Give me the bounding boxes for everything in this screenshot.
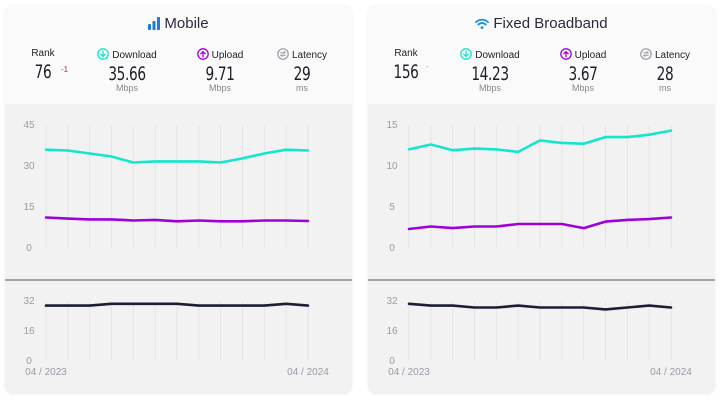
fixed-charts: 0 5 10 15 0 16 32 04 / 2023 04 / 2024: [368, 120, 715, 378]
rank-value: 156: [393, 61, 419, 83]
fixed-summary: Fixed Broadband Rank 156 - Download 14.2…: [368, 6, 715, 104]
latency-stat: Latency 29 ms: [267, 48, 337, 93]
upload-stat: Upload 9.71 Mbps: [185, 48, 255, 93]
mobile-charts: 0 15 30 45 0 16 32 04 / 2023 04 / 2024: [5, 120, 352, 378]
mobile-speed-ytick-label: 45: [23, 120, 35, 131]
mobile-latency-ytick-label: 32: [23, 296, 35, 307]
mobile-summary: Mobile Rank 76 -1 Download 35.66 Mbps Up…: [5, 6, 352, 104]
mobile-title-text: Mobile: [164, 15, 209, 32]
wifi-icon: [475, 17, 490, 34]
fixed-speed-ytick-label: 10: [386, 161, 398, 172]
mobile-latency-latency-line: [44, 302, 310, 307]
latency-value: 28: [656, 63, 674, 85]
download-icon: [460, 48, 473, 60]
upload-stat: Upload 3.67 Mbps: [548, 48, 618, 93]
fixed-latency-xtick-label: 04 / 2024: [650, 367, 692, 378]
latency-icon: [277, 48, 289, 60]
upload-icon: [196, 48, 209, 60]
rank-change: -1: [61, 65, 69, 74]
fixed-latency-latency-line: [407, 302, 673, 311]
latency-label: Latency: [654, 50, 691, 61]
latency-stat: Latency 28 ms: [630, 48, 700, 93]
fixed-title-text: Fixed Broadband: [493, 15, 608, 32]
rank-value: 76: [34, 61, 52, 83]
download-unit: Mbps: [478, 83, 501, 93]
fixed-speed-ytick-label: 5: [389, 202, 395, 213]
mobile-speed-download-line: [44, 148, 310, 164]
rank-change: -: [426, 62, 429, 71]
mobile-speed-ytick-label: 30: [23, 161, 35, 172]
download-value: 14.23: [471, 63, 509, 85]
download-label: Download: [112, 50, 157, 61]
rank-stat: Rank 76: [23, 48, 63, 83]
rank-label: Rank: [31, 48, 55, 59]
upload-label: Upload: [574, 50, 607, 61]
latency-value: 29: [293, 63, 311, 85]
fixed-latency-ytick-label: 32: [386, 296, 398, 307]
download-icon: [97, 48, 110, 60]
mobile-speed-upload-line: [44, 216, 310, 223]
download-label: Download: [475, 50, 520, 61]
fixed-title: Fixed Broadband: [368, 15, 715, 34]
upload-unit: Mbps: [571, 83, 594, 93]
fixed-broadband-card: Fixed Broadband Rank 156 - Download 14.2…: [368, 6, 715, 394]
mobile-latency-xtick-label: 04 / 2024: [287, 367, 329, 378]
fixed-latency-xtick-label: 04 / 2023: [388, 367, 430, 378]
fixed-latency-ytick-label: 16: [386, 326, 398, 337]
latency-unit: ms: [659, 83, 671, 93]
latency-label: Latency: [291, 50, 328, 61]
fixed-latency-ytick-label: 0: [389, 356, 395, 367]
rank-label: Rank: [394, 48, 418, 59]
upload-value: 3.67: [568, 63, 598, 85]
mobile-card: Mobile Rank 76 -1 Download 35.66 Mbps Up…: [5, 6, 352, 394]
download-value: 35.66: [108, 63, 146, 85]
fixed-speed-upload-line: [407, 216, 673, 231]
download-unit: Mbps: [115, 83, 138, 93]
mobile-latency-ytick-label: 0: [26, 356, 32, 367]
signal-bars-icon: [148, 17, 161, 34]
upload-label: Upload: [211, 50, 244, 61]
rank-stat: Rank 156: [386, 48, 426, 83]
upload-value: 9.71: [205, 63, 235, 85]
mobile-speed-ytick-label: 0: [26, 243, 32, 254]
mobile-title: Mobile: [5, 15, 352, 34]
fixed-speed-ytick-label: 15: [386, 120, 398, 131]
latency-unit: ms: [296, 83, 308, 93]
upload-unit: Mbps: [208, 83, 231, 93]
mobile-latency-xtick-label: 04 / 2023: [25, 367, 67, 378]
download-stat: Download 14.23 Mbps: [450, 48, 530, 93]
mobile-latency-ytick-label: 16: [23, 326, 35, 337]
latency-icon: [640, 48, 652, 60]
upload-icon: [559, 48, 572, 60]
mobile-speed-ytick-label: 15: [23, 202, 35, 213]
download-stat: Download 35.66 Mbps: [87, 48, 167, 93]
fixed-speed-download-line: [407, 129, 673, 154]
fixed-speed-ytick-label: 0: [389, 243, 395, 254]
